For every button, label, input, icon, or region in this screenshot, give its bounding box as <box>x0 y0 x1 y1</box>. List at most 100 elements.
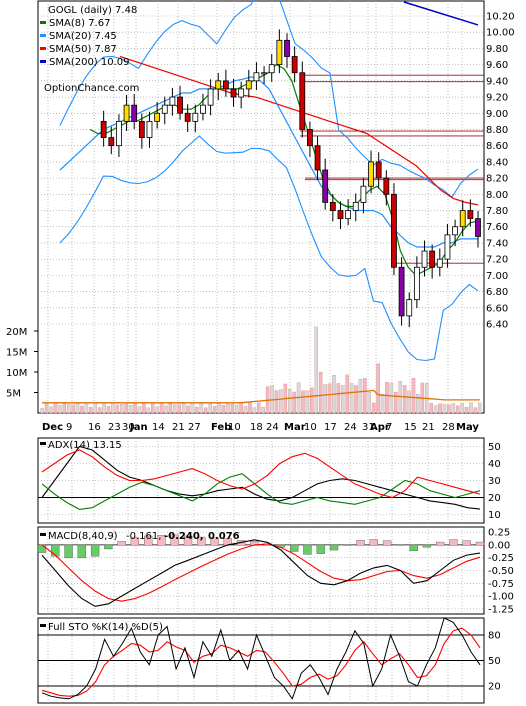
date-tick-label: 7 <box>386 422 392 433</box>
volume-bar <box>84 402 89 414</box>
candle-body <box>131 104 138 122</box>
volume-bar <box>451 403 456 414</box>
volume-bar <box>53 402 58 414</box>
candle-body <box>184 112 191 122</box>
candle-body <box>108 137 115 147</box>
macd-value-0: -0.161, <box>126 531 161 542</box>
candle-body <box>276 39 283 66</box>
price-tick-label: 7.60 <box>486 222 508 233</box>
macd-tick-label: -1.00 <box>488 592 514 603</box>
date-tick-label: Mar <box>284 422 306 433</box>
date-tick-label: 10 <box>228 422 241 433</box>
macd-tick-label: 0.25 <box>488 528 510 539</box>
volume-bar <box>80 405 84 414</box>
adx-tick-label: 40 <box>488 459 501 470</box>
candle-body <box>383 177 390 195</box>
sma200-line <box>403 1 479 26</box>
price-legend: GOGL (daily) 7.48 SMA(8) 7.67 SMA(20) 7.45… <box>40 5 139 94</box>
legend-entry: SMA(8) 7.67 <box>49 18 110 29</box>
candle-body <box>238 88 245 98</box>
adx-series-di <box>41 473 481 510</box>
legend-swatch <box>40 34 46 37</box>
volume-bar <box>124 403 128 414</box>
volume-bar <box>371 402 376 414</box>
candlesticks <box>100 29 481 328</box>
candle-body <box>322 169 329 203</box>
candle-body <box>329 202 336 211</box>
candle-body <box>467 210 474 220</box>
macd-histogram-bar <box>90 544 100 557</box>
volume-tick-label: 20M <box>6 327 27 338</box>
price-tick-label: 8.00 <box>486 190 508 201</box>
volume-bar <box>416 393 420 414</box>
volume-average-line <box>42 389 480 404</box>
candle-body <box>452 226 458 236</box>
volume-bar <box>177 404 181 414</box>
volume-bar <box>433 405 438 414</box>
volume-bar <box>186 405 190 414</box>
candle-body <box>116 120 122 147</box>
sto-k-line <box>41 617 481 700</box>
date-tick-label: 23 <box>108 422 121 433</box>
sma20-line <box>59 76 478 248</box>
date-tick-label: 18 <box>250 422 263 433</box>
candle-body <box>284 39 290 57</box>
volume-bar <box>203 407 208 414</box>
macd-value-1: -0.240, <box>164 531 204 542</box>
macd-histogram-bar <box>64 544 73 559</box>
macd-histogram-bar <box>329 544 339 551</box>
volume-bar <box>314 326 319 414</box>
volume-tick-label: 5M <box>6 389 21 400</box>
date-tick-label: 21 <box>172 422 185 433</box>
date-tick-label: Dec <box>42 422 63 433</box>
date-tick-label: 28 <box>442 422 455 433</box>
volume-bar <box>301 390 305 414</box>
candle-body <box>146 120 153 138</box>
price-tick-label: 6.80 <box>486 287 508 298</box>
sma50-line <box>119 55 479 206</box>
macd-tick-label: 0.00 <box>488 540 510 551</box>
date-tick-label: 31 <box>362 422 375 433</box>
candle-body <box>215 80 222 90</box>
volume-bar <box>318 371 323 414</box>
candle-body <box>421 250 428 268</box>
price-tick-label: 7.40 <box>486 238 508 249</box>
candle-body <box>222 80 229 90</box>
volume-bar <box>407 390 411 414</box>
macd-histogram-bar <box>303 544 312 555</box>
volume-bar <box>226 403 230 414</box>
volume-bar <box>195 406 199 414</box>
macd-histogram-bar <box>104 544 113 550</box>
macd-histogram-bar <box>290 544 299 552</box>
volume-bar <box>230 403 235 414</box>
candle-body <box>268 64 275 74</box>
legend-entry: GOGL (daily) 7.48 <box>48 5 137 16</box>
volume-bar <box>58 405 62 414</box>
candle-body <box>177 96 183 114</box>
volume-bar <box>62 403 67 414</box>
volume-bar <box>380 394 385 414</box>
bollinger-lower <box>59 135 479 362</box>
volume-bar <box>292 391 296 414</box>
candle-body <box>391 193 397 268</box>
price-tick-label: 8.60 <box>486 141 508 152</box>
candle-body <box>360 185 367 203</box>
bollinger-bands <box>59 0 479 362</box>
volume-bar <box>146 407 151 414</box>
candle-body <box>200 104 206 114</box>
volume-bar <box>190 402 195 414</box>
date-tick-label: 21 <box>422 422 435 433</box>
macd-tick-label: -0.50 <box>488 566 514 577</box>
volume-bar <box>133 403 137 414</box>
price-tick-label: 10.20 <box>486 12 515 23</box>
volume-bar <box>367 392 372 414</box>
volume-bar <box>239 403 243 414</box>
volume-bar <box>455 405 460 414</box>
price-tick-label: 10.00 <box>486 28 515 39</box>
legend-entry: SMA(50) 7.87 <box>49 44 117 55</box>
price-tick-label: 7.80 <box>486 206 508 217</box>
candle-body <box>475 218 481 237</box>
volume-bar <box>349 383 354 414</box>
